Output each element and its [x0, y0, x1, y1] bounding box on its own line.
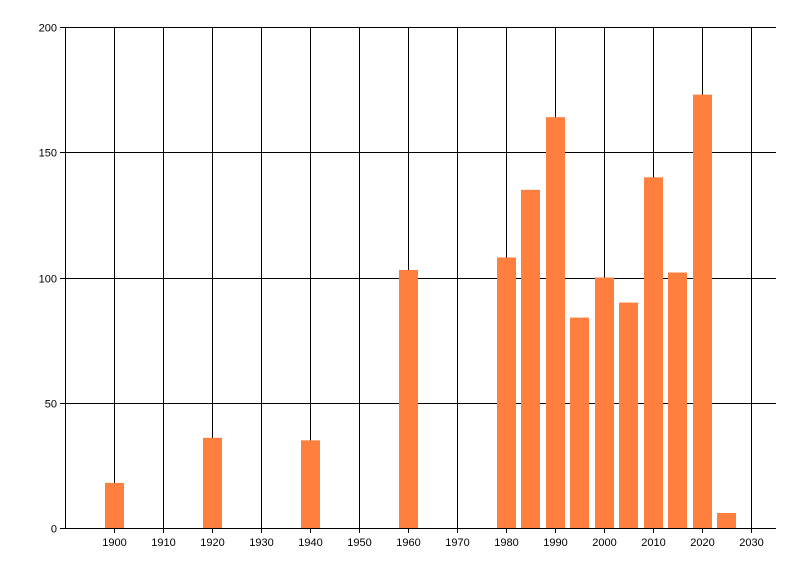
x-tick-label: 2030	[739, 537, 763, 549]
y-tick-label: 100	[39, 274, 57, 286]
x-tick-label: 2020	[690, 537, 714, 549]
x-tick-label: 2010	[641, 537, 665, 549]
x-tick-label: 1960	[396, 537, 420, 549]
bar	[546, 117, 565, 529]
bar	[497, 257, 516, 528]
labels-layer: 0 50 100 150 200 1900 1910 1920 1930 1940 1950 1960…	[39, 23, 764, 550]
y-tick-label: 50	[45, 399, 57, 411]
bar	[668, 272, 687, 528]
x-tick-label: 1970	[445, 537, 469, 549]
y-tick-label: 200	[39, 23, 57, 35]
bar	[105, 482, 124, 528]
bar	[570, 317, 589, 528]
x-tick-label: 1950	[347, 537, 371, 549]
x-tick-label: 1940	[298, 537, 322, 549]
bar	[595, 277, 614, 528]
x-tick-label: 1930	[249, 537, 273, 549]
bar	[399, 269, 418, 528]
x-tick-label: 1910	[151, 537, 175, 549]
bars-layer	[105, 94, 736, 529]
bar	[717, 512, 736, 528]
bar	[693, 94, 712, 528]
bar	[619, 302, 638, 528]
x-tick-label: 2000	[592, 537, 616, 549]
y-tick-label: 0	[51, 524, 57, 536]
bar	[203, 437, 222, 528]
x-tick-label: 1980	[494, 537, 518, 549]
x-tick-label: 1990	[543, 537, 567, 549]
x-tick-label: 1920	[200, 537, 224, 549]
bar	[301, 440, 320, 528]
axes-layer	[60, 27, 776, 533]
x-tick-label: 1900	[102, 537, 126, 549]
bar	[644, 177, 663, 529]
bar	[521, 189, 540, 528]
y-tick-label: 150	[39, 148, 57, 160]
